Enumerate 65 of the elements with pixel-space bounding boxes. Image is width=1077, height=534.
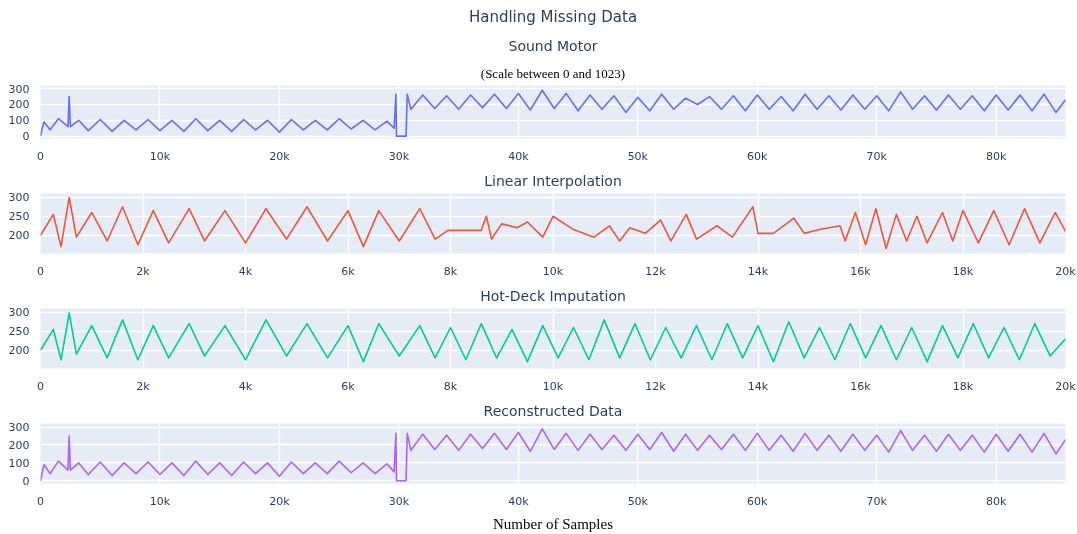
y-tick-label: 300 [8, 306, 30, 320]
x-tick-label: 18k [952, 264, 974, 278]
x-tick-label: 20k [269, 149, 291, 163]
x-tick-label: 2k [136, 264, 151, 278]
x-tick-label: 8k [443, 264, 458, 278]
x-tick-label: 30k [388, 149, 410, 163]
x-tick-label: 40k [508, 494, 530, 508]
y-tick-label: 200 [8, 344, 30, 358]
x-tick-label: 60k [747, 494, 769, 508]
x-tick-label: 30k [388, 494, 410, 508]
chart-title: Sound Motor [508, 37, 598, 54]
x-tick-label: 80k [986, 149, 1008, 163]
line-series [40, 89, 1066, 137]
y-tick-label: 100 [8, 114, 30, 128]
x-tick-label: 4k [238, 264, 253, 278]
x-tick-label: 10k [149, 494, 171, 508]
chart-title: Hot-Deck Imputation [480, 287, 626, 304]
x-tick-label: 16k [850, 264, 872, 278]
x-tick-label: 6k [341, 264, 356, 278]
x-tick-label: 70k [866, 149, 888, 163]
chart-title: Linear Interpolation [484, 172, 622, 189]
line-series [40, 312, 1066, 363]
x-tick-label: 4k [238, 379, 253, 393]
y-tick-label: 300 [8, 82, 30, 96]
x-tick-label: 10k [542, 379, 564, 393]
x-tick-label: 60k [747, 149, 769, 163]
x-tick-label: 0 [37, 379, 44, 393]
y-tick-label: 200 [8, 229, 30, 243]
x-tick-label: 20k [1055, 379, 1077, 393]
x-tick-label: 40k [508, 149, 530, 163]
x-tick-label: 20k [269, 494, 291, 508]
x-axis-title: Number of Samples [493, 515, 614, 532]
x-tick-label: 0 [37, 264, 44, 278]
y-tick-label: 200 [8, 438, 30, 452]
x-tick-label: 10k [542, 264, 564, 278]
x-tick-label: 0 [37, 494, 44, 508]
x-tick-label: 0 [37, 149, 44, 163]
x-tick-label: 14k [747, 264, 769, 278]
x-tick-label: 12k [645, 379, 667, 393]
x-tick-label: 8k [443, 379, 458, 393]
x-tick-label: 10k [149, 149, 171, 163]
x-tick-label: 50k [627, 149, 649, 163]
x-tick-label: 70k [866, 494, 888, 508]
text: Handling Missing Data [468, 7, 638, 26]
y-tick-label: 300 [8, 191, 30, 205]
x-tick-label: 18k [952, 379, 974, 393]
x-tick-label: 12k [645, 264, 667, 278]
y-tick-label: 250 [8, 210, 30, 224]
y-tick-label: 0 [22, 474, 30, 488]
line-series [40, 196, 1066, 250]
y-tick-label: 100 [8, 456, 30, 470]
x-tick-label: 16k [850, 379, 872, 393]
y-tick-label: 200 [8, 98, 30, 112]
line-series [40, 428, 1066, 482]
chart-subtitle: (Scale between 0 and 1023) [480, 65, 626, 81]
chart-title: Reconstructed Data [483, 402, 623, 419]
x-tick-label: 6k [341, 379, 356, 393]
x-tick-label: 50k [627, 494, 649, 508]
y-tick-label: 300 [8, 421, 30, 435]
y-tick-label: 250 [8, 325, 30, 339]
x-tick-label: 80k [986, 494, 1008, 508]
x-tick-label: 14k [747, 379, 769, 393]
x-tick-label: 2k [136, 379, 151, 393]
y-tick-label: 0 [22, 130, 30, 144]
x-tick-label: 20k [1055, 264, 1077, 278]
